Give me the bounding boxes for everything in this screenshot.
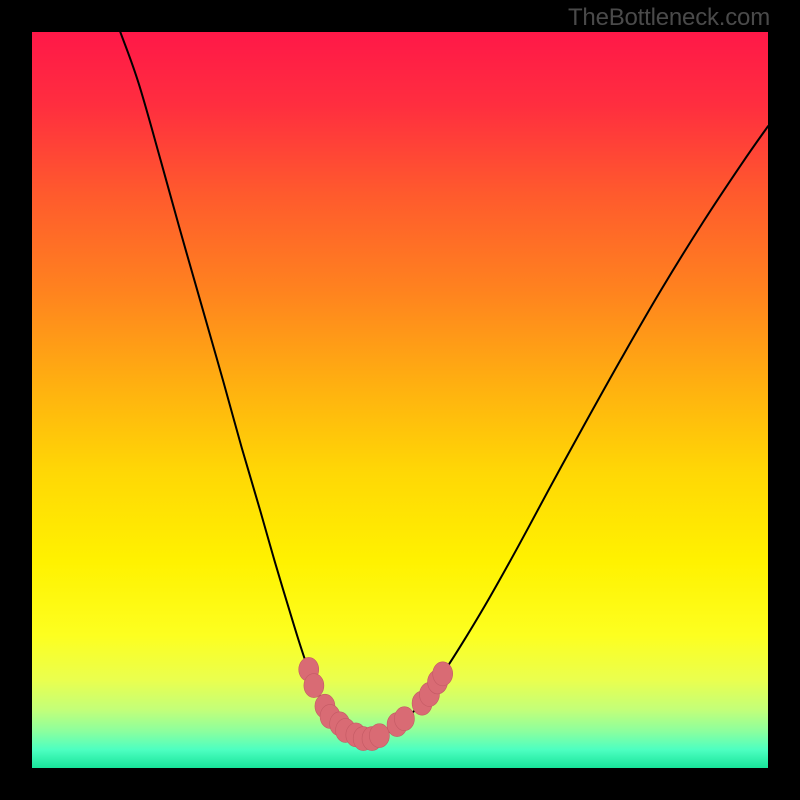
watermark-text: TheBottleneck.com — [568, 4, 770, 32]
plot-area — [32, 32, 768, 768]
chart-svg — [32, 32, 768, 768]
curve-marker — [304, 674, 324, 698]
gradient-background — [32, 32, 768, 768]
curve-marker — [394, 707, 414, 731]
curve-marker — [369, 724, 389, 748]
curve-marker — [433, 662, 453, 686]
chart-container: TheBottleneck.com — [0, 0, 800, 800]
